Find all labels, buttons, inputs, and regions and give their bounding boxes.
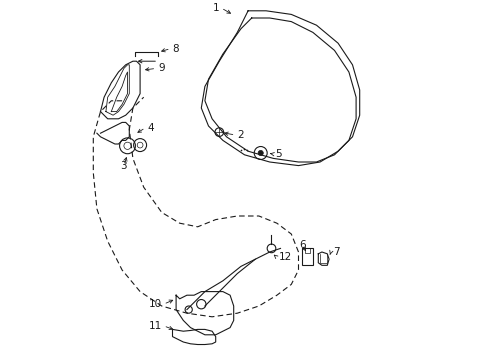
Text: 9: 9 [158, 63, 164, 73]
Text: 6: 6 [298, 240, 305, 250]
Text: 5: 5 [275, 149, 281, 159]
Text: 8: 8 [172, 44, 179, 54]
Text: 11: 11 [148, 321, 162, 331]
Bar [302, 248, 312, 265]
Text: 12: 12 [278, 252, 291, 262]
Circle shape [258, 150, 263, 156]
Text: 4: 4 [147, 123, 154, 133]
Text: 1: 1 [212, 3, 219, 13]
Text: 7: 7 [332, 247, 339, 257]
Text: 2: 2 [237, 130, 244, 140]
Text: 3: 3 [121, 161, 127, 171]
Text: 10: 10 [148, 299, 162, 309]
